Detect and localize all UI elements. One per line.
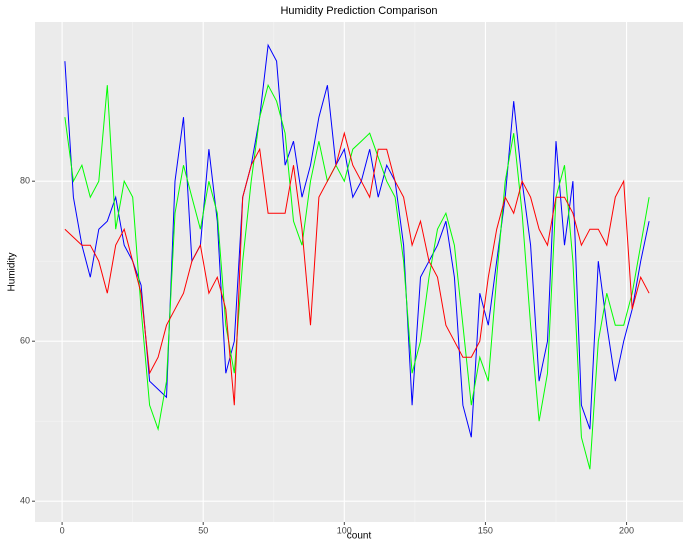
data-line xyxy=(64,43,650,438)
y-tick-label: 60 xyxy=(20,336,30,346)
x-tick-label: 50 xyxy=(198,525,208,535)
x-axis-title: count xyxy=(347,531,372,542)
x-tick-label: 0 xyxy=(60,525,65,535)
y-tick-label: 80 xyxy=(20,176,30,186)
x-tick-label: 150 xyxy=(478,525,493,535)
y-axis-title: Humidity xyxy=(7,253,18,292)
chart-title: Humidity Prediction Comparison xyxy=(280,5,437,17)
x-tick-label: 100 xyxy=(337,525,352,535)
data-line xyxy=(64,83,650,470)
x-tick-label: 200 xyxy=(619,525,634,535)
data-line xyxy=(64,131,650,406)
y-tick-label: 40 xyxy=(20,496,30,506)
plot-panel xyxy=(35,22,683,522)
